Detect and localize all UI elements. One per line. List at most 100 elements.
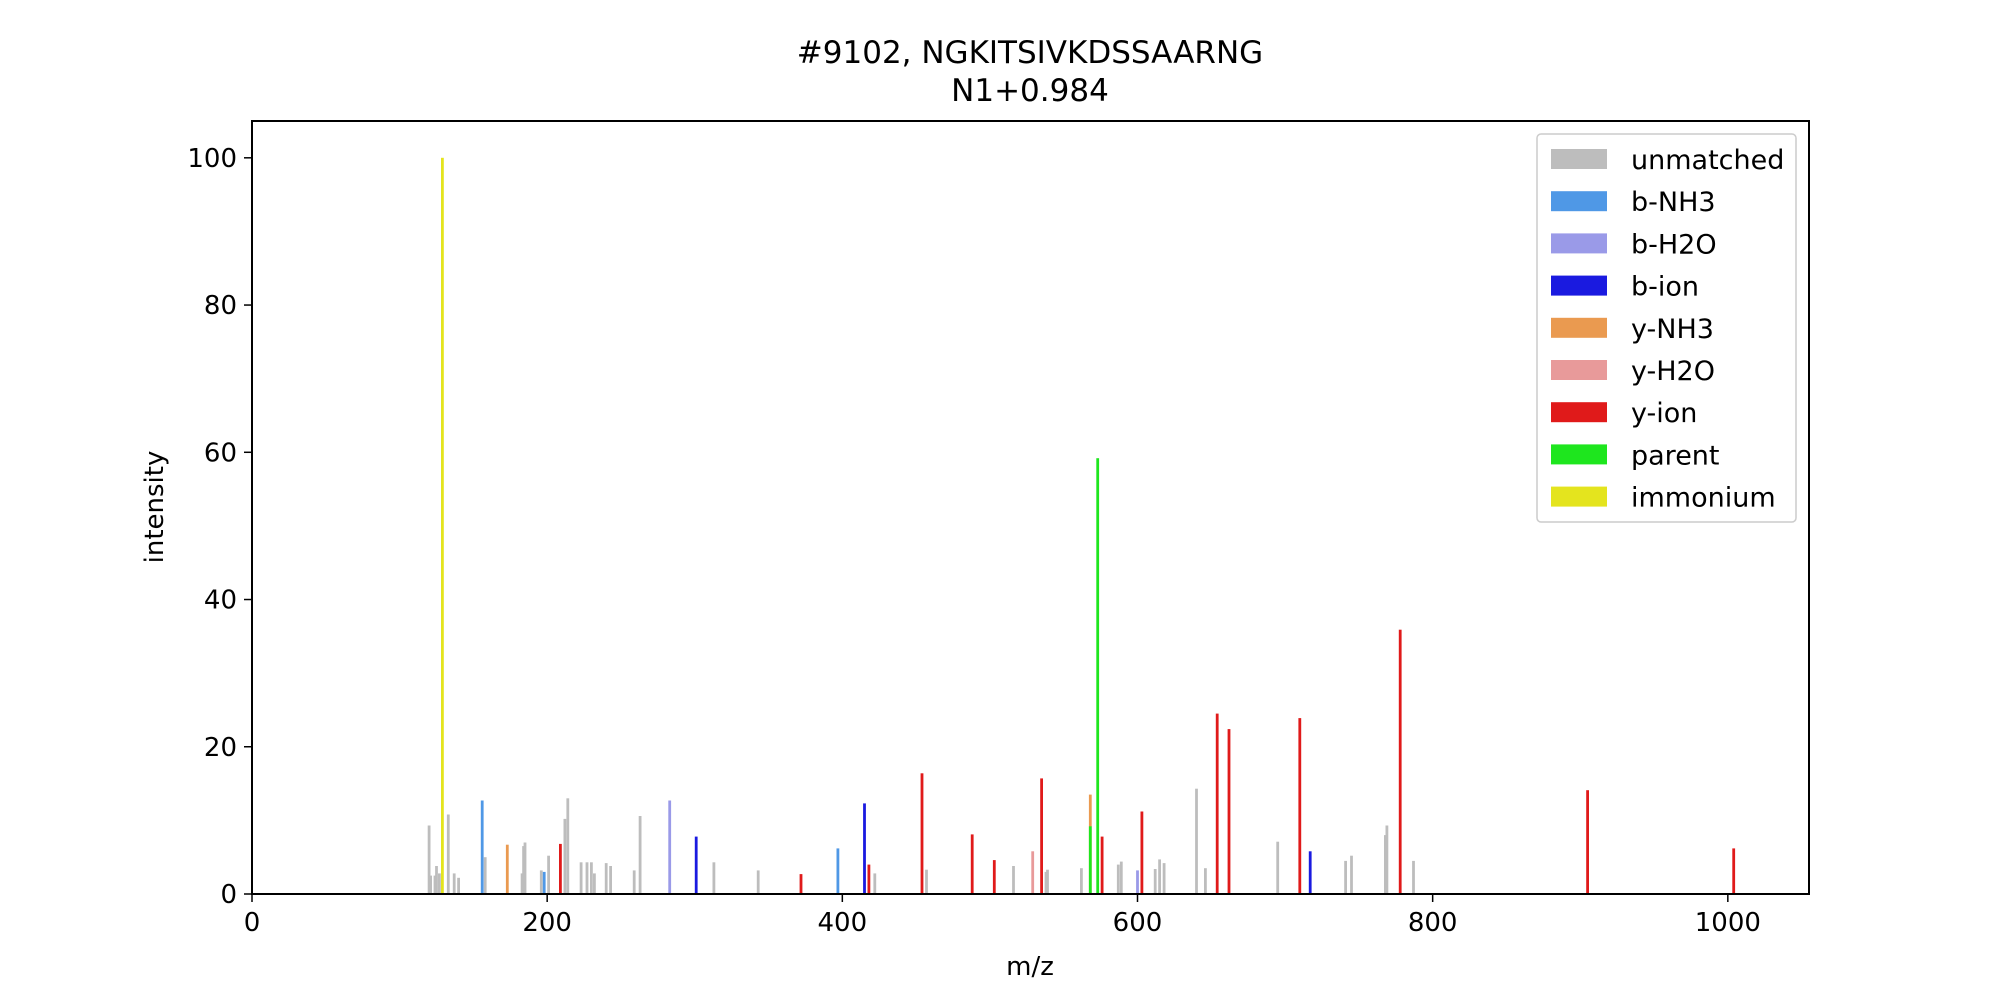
peak-bar-y-ion-13 <box>1586 790 1589 894</box>
peak-bar-unmatched-41 <box>1350 855 1353 894</box>
peak-bar-y-ion-1 <box>799 874 803 894</box>
peak-bar-unmatched-22 <box>632 870 636 894</box>
legend-swatch-parent <box>1551 444 1607 465</box>
peak-bar-b-H2O-0 <box>668 800 672 894</box>
y-axis-label: intensity <box>140 451 170 564</box>
peak-bar-y-ion-9 <box>1215 713 1219 894</box>
peak-bar-unmatched-44 <box>1412 860 1415 894</box>
legend-swatch-b-ion <box>1551 275 1607 296</box>
peak-bar-unmatched-21 <box>609 866 612 894</box>
peak-bar-unmatched-18 <box>590 862 593 894</box>
peak-bar-unmatched-27 <box>925 869 928 894</box>
peak-bar-b-ion-1 <box>863 803 866 894</box>
peak-bar-b-NH3-0 <box>480 800 484 894</box>
peak-bar-unmatched-15 <box>566 798 570 894</box>
peak-bar-unmatched-43 <box>1385 825 1389 894</box>
legend: unmatched b-NH3 b-H2O b-ion y-NH3 y-H2O y-ion p… <box>1536 133 1797 523</box>
peak-bar-y-ion-2 <box>867 864 871 894</box>
chart-title: #9102, NGKITSIVKDSSAARNG <box>797 35 1263 71</box>
peak-bar-unmatched-28 <box>1012 866 1015 894</box>
x-tick-label-1: 200 <box>522 908 572 938</box>
peak-bar-unmatched-23 <box>638 816 642 894</box>
peak-bar-parent-0 <box>1088 826 1092 894</box>
legend-label-y-NH3: y-NH3 <box>1631 314 1714 345</box>
peak-bar-unmatched-17 <box>585 862 589 894</box>
peak-bar-unmatched-19 <box>593 873 596 894</box>
peak-bar-unmatched-5 <box>446 814 450 894</box>
peak-bar-unmatched-13 <box>547 855 550 894</box>
x-axis-label: m/z <box>1006 952 1054 982</box>
peak-bar-unmatched-31 <box>1080 868 1083 894</box>
legend-label-y-ion: y-ion <box>1631 398 1697 429</box>
legend-swatch-y-H2O <box>1551 360 1607 380</box>
x-tick-label-3: 600 <box>1113 908 1163 938</box>
peak-bar-unmatched-11 <box>523 842 527 894</box>
peak-bar-y-ion-4 <box>970 834 974 894</box>
peak-bar-b-ion-0 <box>694 836 698 894</box>
legend-swatch-y-NH3 <box>1551 317 1607 338</box>
x-tick-label-2: 400 <box>818 908 868 938</box>
chart-subtitle: N1+0.984 <box>951 73 1109 109</box>
peak-bar-unmatched-24 <box>712 862 716 894</box>
peak-bar-unmatched-16 <box>579 862 583 894</box>
y-tick-label-1: 20 <box>204 733 237 763</box>
peak-bar-unmatched-7 <box>457 877 460 894</box>
peak-bar-unmatched-12 <box>539 870 543 894</box>
legend-swatch-b-NH3 <box>1551 191 1607 212</box>
peak-bar-y-ion-6 <box>1040 778 1043 894</box>
peak-bar-b-NH3-1 <box>542 871 546 894</box>
peak-bar-unmatched-0 <box>427 825 431 894</box>
peak-bars <box>427 157 1736 895</box>
peak-bar-y-H2O-0 <box>1031 851 1035 894</box>
y-tick-label-5: 100 <box>187 144 237 174</box>
peak-bar-unmatched-30 <box>1046 869 1049 894</box>
y-tick-label-0: 0 <box>220 880 237 910</box>
peak-bar-unmatched-36 <box>1162 863 1166 894</box>
peak-bar-y-ion-12 <box>1398 629 1402 894</box>
peak-bar-unmatched-9 <box>520 873 524 894</box>
y-tick-label-4: 80 <box>204 291 237 321</box>
legend-label-b-NH3: b-NH3 <box>1631 187 1716 218</box>
legend-box <box>1536 133 1797 523</box>
x-tick-label-4: 800 <box>1408 908 1458 938</box>
peak-bar-y-ion-0 <box>559 843 562 894</box>
legend-label-y-H2O: y-H2O <box>1631 356 1715 387</box>
peak-bar-unmatched-35 <box>1158 859 1161 894</box>
peak-bar-unmatched-26 <box>873 873 877 894</box>
peak-bar-unmatched-39 <box>1276 841 1280 894</box>
peak-bar-b-ion-2 <box>1308 851 1312 894</box>
peak-bar-unmatched-2 <box>433 875 437 894</box>
peak-bar-unmatched-1 <box>429 875 432 894</box>
peak-bar-unmatched-14 <box>563 818 567 894</box>
peak-bar-unmatched-33 <box>1119 861 1123 894</box>
peak-bar-b-NH3-2 <box>836 848 840 894</box>
y-tick-label-3: 60 <box>204 438 237 468</box>
legend-swatch-y-ion <box>1551 402 1607 423</box>
peak-bar-unmatched-32 <box>1116 864 1120 894</box>
peak-bar-unmatched-38 <box>1204 868 1207 894</box>
legend-label-immonium: immonium <box>1631 483 1776 514</box>
peak-bar-unmatched-4 <box>438 873 441 894</box>
y-axis-ticks: 0 20 40 60 80 100 <box>187 144 252 910</box>
peak-bar-y-ion-11 <box>1298 718 1302 894</box>
x-tick-label-5: 1000 <box>1695 908 1761 938</box>
peak-bar-y-ion-10 <box>1227 729 1231 894</box>
peak-bar-unmatched-29 <box>1044 871 1048 894</box>
legend-label-unmatched: unmatched <box>1631 145 1784 176</box>
legend-swatch-unmatched <box>1551 149 1607 169</box>
legend-swatch-immonium <box>1551 486 1607 507</box>
peak-bar-immonium-0 <box>441 157 444 895</box>
peak-bar-unmatched-34 <box>1153 869 1157 894</box>
x-tick-label-0: 0 <box>244 908 261 938</box>
legend-swatch-b-H2O <box>1551 233 1607 254</box>
peak-bar-y-ion-14 <box>1732 848 1736 894</box>
peak-bar-y-ion-7 <box>1100 836 1104 894</box>
peak-bar-unmatched-40 <box>1344 860 1347 894</box>
x-axis-ticks: 0 200 400 600 800 1000 <box>244 894 1761 938</box>
peak-bar-parent-1 <box>1096 458 1100 894</box>
peak-bar-y-ion-8 <box>1140 811 1144 894</box>
peak-bar-unmatched-3 <box>435 866 438 894</box>
peak-bar-unmatched-42 <box>1384 835 1387 894</box>
legend-label-b-H2O: b-H2O <box>1631 229 1717 260</box>
